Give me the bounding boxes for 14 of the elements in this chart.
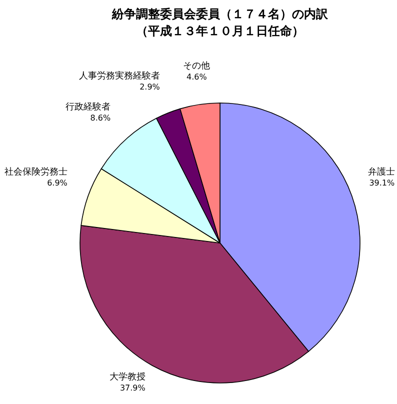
chart-subtitle: （平成１３年１０月１日任命） bbox=[136, 24, 304, 38]
slice-label: 行政経験者 bbox=[66, 102, 111, 113]
slice-label: 弁護士 bbox=[368, 166, 395, 178]
data-label: 2.9% bbox=[140, 82, 160, 92]
data-label: 4.6% bbox=[186, 72, 208, 82]
data-label: 39.1% bbox=[369, 178, 395, 188]
chart-title: 紛争調整委員会委員（１７４名）の内訳 bbox=[111, 7, 329, 21]
slice-label: 大学教授 bbox=[109, 372, 146, 383]
slice-label: 人事労務実務経験者 bbox=[78, 70, 160, 82]
slice-label: その他 bbox=[183, 60, 210, 72]
data-label: 8.6% bbox=[90, 114, 111, 123]
slice-label: 社会保険労務士 bbox=[4, 166, 68, 178]
data-label: 6.9% bbox=[47, 178, 68, 188]
data-label: 37.9% bbox=[120, 384, 146, 393]
